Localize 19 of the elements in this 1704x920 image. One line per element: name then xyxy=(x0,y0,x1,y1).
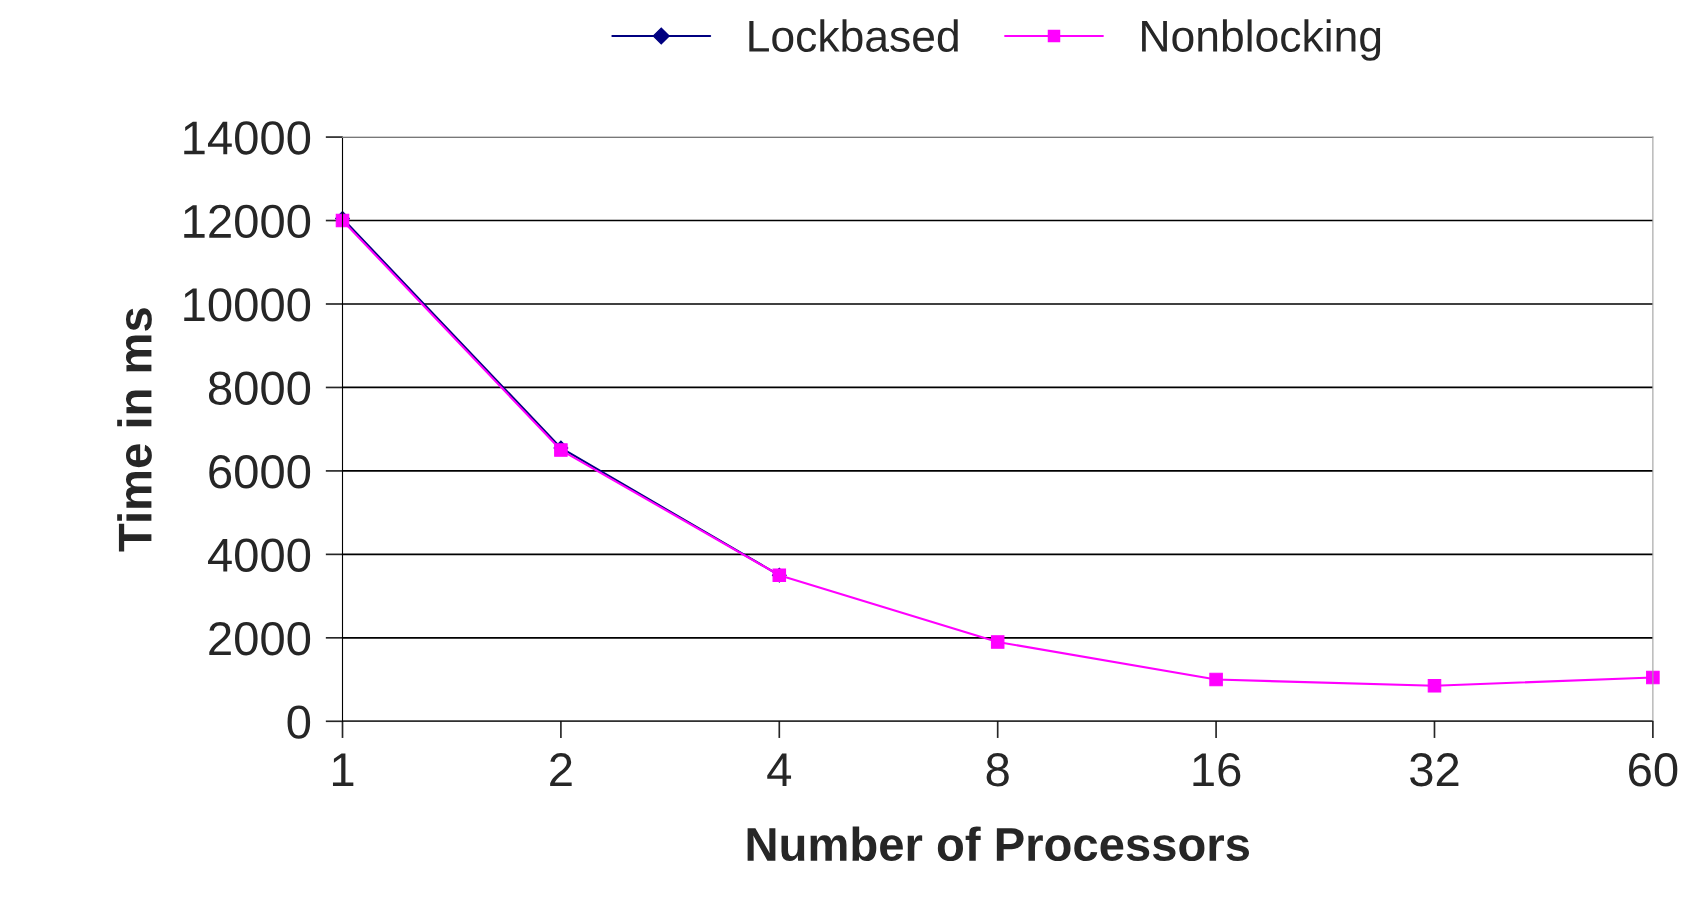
x-tick-label: 16 xyxy=(1193,753,1241,787)
y-axis-title: Time in ms xyxy=(117,308,152,552)
x-tick-label: 4 xyxy=(767,753,792,787)
y-tick-label: 4000 xyxy=(207,538,311,572)
x-tick-label: 8 xyxy=(986,753,1009,787)
x-axis-title: Number of Processors xyxy=(747,826,1250,862)
y-tick-label: 12000 xyxy=(184,204,311,239)
y-tick-label: 10000 xyxy=(184,288,311,322)
legend-label: Lockbased xyxy=(749,19,958,52)
y-tick-label: 0 xyxy=(287,705,311,739)
y-tick-label: 14000 xyxy=(184,121,311,155)
x-tick-label: 1 xyxy=(332,753,354,787)
x-tick-label: 60 xyxy=(1629,753,1678,787)
y-tick-label: 6000 xyxy=(209,455,311,489)
y-tick-label: 2000 xyxy=(209,621,311,656)
x-tick-label: 32 xyxy=(1410,753,1459,787)
legend-label: Nonblocking xyxy=(1142,19,1381,61)
x-tick-label: 2 xyxy=(550,753,572,787)
y-tick-label: 8000 xyxy=(208,371,311,406)
